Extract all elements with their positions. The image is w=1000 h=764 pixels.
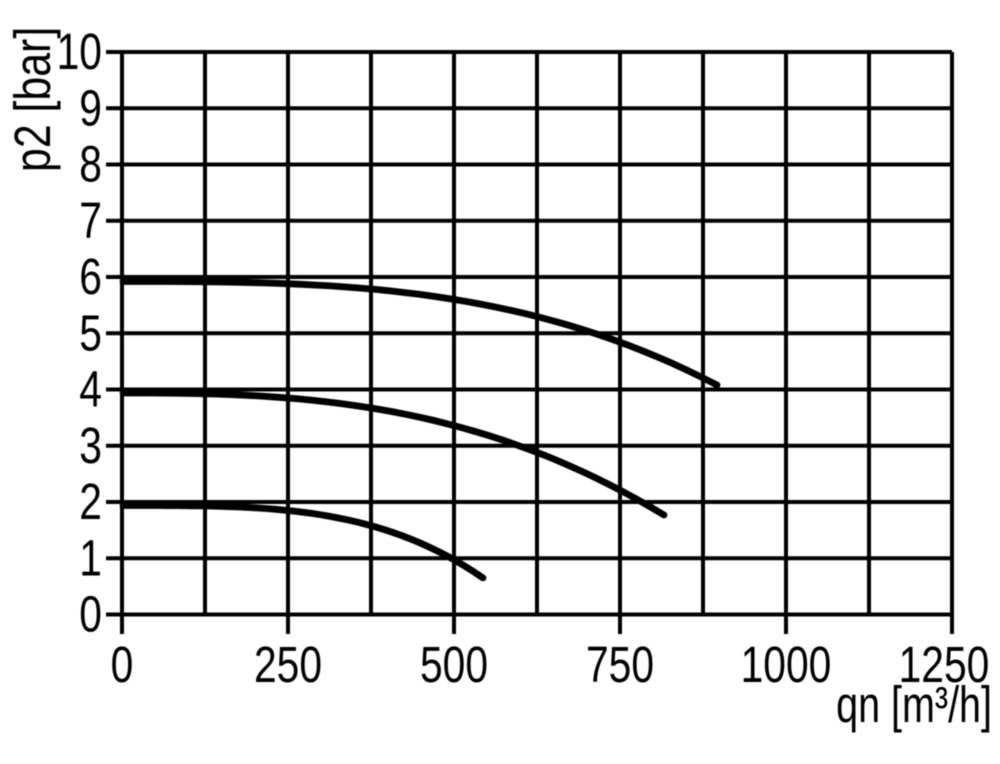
- svg-text:9: 9: [79, 79, 102, 136]
- svg-text:5: 5: [79, 304, 102, 361]
- svg-text:p2 [bar]: p2 [bar]: [3, 27, 60, 172]
- svg-text:6: 6: [79, 248, 102, 305]
- svg-text:8: 8: [79, 135, 102, 192]
- svg-text:1250: 1250: [899, 636, 990, 693]
- svg-text:0: 0: [111, 636, 134, 693]
- svg-text:7: 7: [79, 191, 102, 248]
- svg-text:750: 750: [586, 636, 654, 693]
- svg-text:0: 0: [79, 585, 102, 642]
- svg-text:250: 250: [254, 636, 322, 693]
- svg-text:1000: 1000: [741, 636, 832, 693]
- svg-text:3: 3: [79, 416, 102, 473]
- svg-text:2: 2: [79, 473, 102, 530]
- svg-text:4: 4: [79, 360, 102, 417]
- svg-text:500: 500: [420, 636, 488, 693]
- svg-text:qn [m³/h]: qn [m³/h]: [836, 676, 992, 733]
- svg-text:1: 1: [79, 529, 102, 586]
- svg-text:10: 10: [57, 23, 102, 80]
